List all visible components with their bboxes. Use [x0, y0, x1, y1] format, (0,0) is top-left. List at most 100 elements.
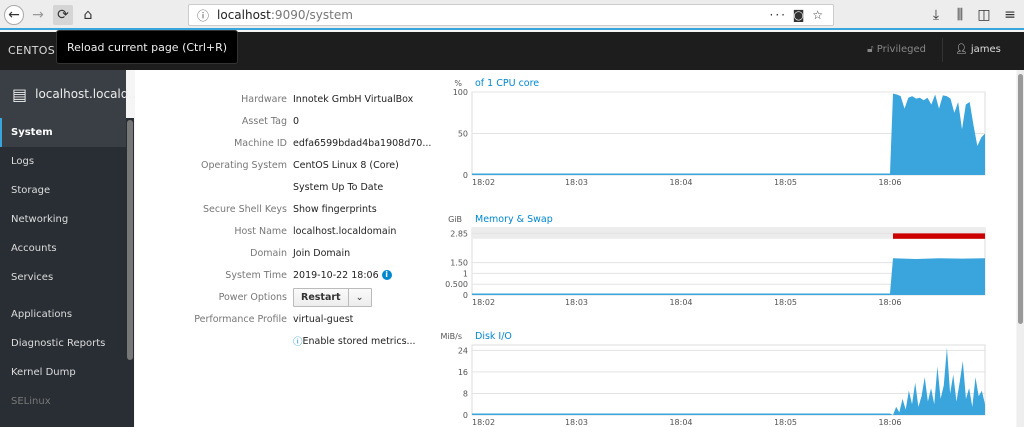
detail-row: Domain Join Domain	[135, 242, 435, 264]
sidebar-item-system[interactable]: System	[0, 118, 126, 147]
detail-value[interactable]: Enable stored metrics...	[302, 335, 416, 347]
library-icon[interactable]: ⫼	[956, 7, 964, 23]
detail-row: Operating System CentOS Linux 8 (Core)	[135, 154, 435, 176]
detail-label: Machine ID	[234, 137, 287, 149]
detail-row: Machine ID edfa6599bdad4ba1908d70...	[135, 132, 435, 154]
detail-value: edfa6599bdad4ba1908d70...	[293, 137, 432, 149]
x-tick-label: 18:04	[669, 298, 692, 307]
detail-label: Operating System	[201, 159, 287, 171]
sidebar-item-logs[interactable]: Logs	[11, 156, 35, 167]
y-tick-label: 50	[458, 130, 468, 139]
x-tick-label: 18:06	[878, 178, 901, 187]
detail-value: 0	[293, 115, 300, 127]
sidebar-item-accounts[interactable]: Accounts	[11, 243, 57, 254]
x-tick-label: 18:06	[878, 418, 901, 427]
user-icon: 👤︎	[955, 44, 971, 55]
user-menu[interactable]: 👤︎ james ⌄	[942, 38, 1012, 79]
x-tick-label: 18:05	[774, 418, 797, 427]
x-tick-label: 18:03	[565, 178, 588, 187]
y-tick-label: 24	[458, 346, 468, 355]
chart-unit: %	[454, 79, 462, 88]
detail-row: Performance Profile virtual-guest	[135, 308, 435, 330]
detail-value[interactable]: virtual-guest	[293, 313, 354, 325]
detail-row: Secure Shell Keys Show fingerprints	[135, 198, 435, 220]
detail-label: Asset Tag	[241, 115, 287, 127]
y-tick-label: 16	[458, 368, 468, 377]
detail-row: ⓘ Enable stored metrics...	[135, 330, 435, 352]
x-tick-label: 18:02	[472, 178, 495, 187]
host-switcher[interactable]: ▤ localhost.locald...	[0, 70, 140, 118]
sidebar-item-diagnostic-reports[interactable]: Diagnostic Reports	[11, 338, 106, 349]
x-tick-label: 18:02	[472, 418, 495, 427]
url-bar[interactable]: ⓘ localhost:9090/system ··· ◙ ☆	[188, 4, 834, 26]
detail-row: System Time 2019-10-22 18:06 i	[135, 264, 435, 286]
y-tick-label: 1.50	[450, 259, 468, 268]
sidebar-item-kernel-dump[interactable]: Kernel Dump	[11, 367, 76, 378]
power-options-dropdown[interactable]: ⌄	[347, 288, 371, 306]
x-tick-label: 18:05	[774, 298, 797, 307]
y-tick-label: 0	[463, 411, 468, 420]
detail-row: Power Options Restart ⌄	[135, 286, 435, 308]
charts: % of 1 CPU core 0 50 100 18:02 18:03 18:04 18:05…	[441, 78, 986, 427]
page-scrollbar[interactable]	[1017, 70, 1024, 427]
detail-label: Domain	[250, 247, 287, 259]
sidebar-item-storage[interactable]: Storage	[11, 185, 51, 196]
info-icon: ⓘ	[197, 8, 210, 23]
menu-icon[interactable]: ≡	[1004, 7, 1016, 23]
forward-button[interactable]: →	[32, 7, 44, 23]
detail-value[interactable]: Innotek GmbH VirtualBox	[293, 93, 414, 105]
restart-button-group: Restart ⌄	[293, 287, 372, 307]
sidebar-item-selinux[interactable]: SELinux	[11, 396, 51, 407]
detail-label: Secure Shell Keys	[202, 203, 287, 215]
chart-title[interactable]: Disk I/O	[475, 331, 512, 342]
detail-row: Asset Tag 0	[135, 110, 435, 132]
home-button[interactable]: ⌂	[83, 7, 93, 23]
sidebar-item-services[interactable]: Services	[11, 272, 54, 283]
detail-value: System Up To Date	[293, 181, 384, 193]
chart-title[interactable]: of 1 CPU core	[475, 78, 539, 89]
info-icon[interactable]: i	[381, 270, 392, 280]
detail-value[interactable]: Join Domain	[293, 247, 351, 259]
sidebar-item-networking[interactable]: Networking	[11, 214, 69, 225]
sidebar-icon[interactable]: ◫	[977, 7, 991, 23]
page-actions-icons[interactable]: ··· ◙ ☆	[769, 8, 825, 22]
x-tick-label: 18:02	[472, 298, 495, 307]
info-circle-icon: ⓘ	[293, 337, 303, 348]
back-button[interactable]: ←	[4, 5, 24, 25]
sidebar-scrollbar[interactable]	[126, 118, 134, 427]
y-tick-label: 0	[463, 291, 468, 300]
detail-label: Host Name	[234, 225, 287, 237]
tooltip: Reload current page (Ctrl+R)	[56, 30, 239, 64]
restart-button[interactable]: Restart	[301, 291, 341, 303]
series-area	[472, 258, 985, 295]
detail-value[interactable]: 2019-10-22 18:06	[293, 269, 379, 281]
y-tick-label: 1	[463, 269, 468, 278]
reload-button[interactable]: ⟳	[53, 5, 73, 25]
detail-row: System Up To Date	[135, 176, 435, 198]
y-tick-label: 8	[463, 389, 468, 398]
lock-icon: 🔓︎	[867, 44, 877, 55]
detail-label: Performance Profile	[194, 313, 287, 325]
x-tick-label: 18:03	[565, 298, 588, 307]
detail-value[interactable]: Show fingerprints	[293, 203, 377, 215]
swap-series	[893, 233, 985, 239]
y-tick-label: 0.500	[445, 280, 468, 289]
detail-label: Hardware	[241, 93, 287, 105]
detail-label: System Time	[225, 269, 287, 281]
chart-plot-area	[471, 344, 986, 416]
server-icon: ▤	[12, 84, 28, 104]
y-tick-label: 2.85	[450, 229, 468, 238]
chart-title[interactable]: Memory & Swap	[475, 214, 553, 225]
sidebar-item-applications[interactable]: Applications	[11, 309, 73, 320]
detail-value: CentOS Linux 8 (Core)	[293, 159, 399, 171]
detail-value[interactable]: localhost.localdomain	[293, 225, 397, 237]
x-tick-label: 18:04	[669, 178, 692, 187]
x-tick-label: 18:06	[878, 298, 901, 307]
x-tick-label: 18:03	[565, 418, 588, 427]
privileged-indicator[interactable]: 🔓︎ Privileged	[867, 44, 926, 55]
download-icon[interactable]: ⤓	[932, 7, 940, 23]
y-tick-label: 100	[453, 88, 468, 97]
detail-label: Power Options	[218, 291, 287, 303]
chart-unit: MiB/s	[441, 332, 462, 341]
chart-unit: GiB	[448, 215, 462, 224]
